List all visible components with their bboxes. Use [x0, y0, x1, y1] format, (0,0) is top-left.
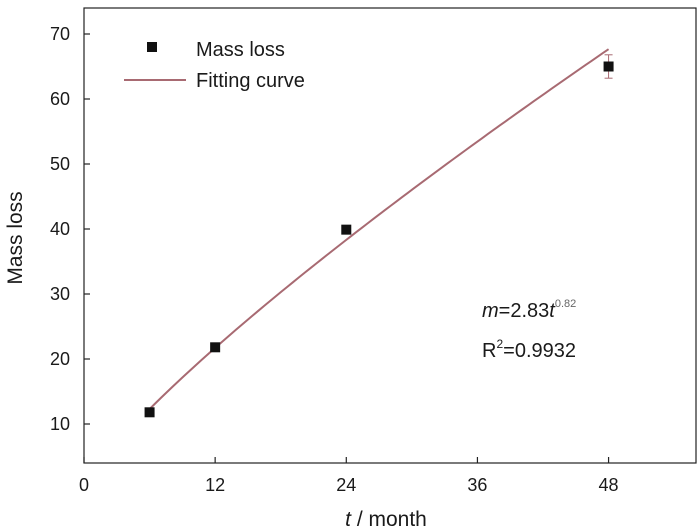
x-tick-label: 24: [336, 475, 356, 495]
data-point: [144, 407, 155, 418]
data-point: [341, 224, 352, 235]
y-tick-label: 10: [50, 414, 70, 434]
data-point: [210, 342, 221, 353]
fit-equation: m=2.83t0.82: [482, 298, 576, 322]
r-squared-base: R: [482, 340, 496, 362]
annotations: m=2.83t0.82 R2=0.9932: [482, 298, 576, 362]
x-tick-label: 36: [467, 475, 487, 495]
r-squared-sup: 2: [496, 337, 503, 351]
y-tick-label: 70: [50, 24, 70, 44]
fit-equation-var2: t: [549, 300, 556, 322]
y-tick-label: 50: [50, 154, 70, 174]
legend-label-fitting-curve: Fitting curve: [196, 70, 305, 92]
plot-area: [144, 48, 614, 418]
r-squared-value: =0.9932: [503, 340, 576, 362]
r-squared: R2=0.9932: [482, 337, 576, 362]
y-tick-label: 40: [50, 219, 70, 239]
x-axis-title-var: t: [345, 508, 352, 531]
x-tick-label: 0: [79, 475, 89, 495]
fit-equation-var: m: [482, 300, 499, 322]
y-tick-label: 60: [50, 89, 70, 109]
x-axis-title-unit: / month: [351, 508, 427, 531]
fitting-curve-line: [148, 48, 610, 410]
x-tick-label: 12: [205, 475, 225, 495]
fit-equation-coef: =2.83: [499, 300, 550, 322]
plot-frame: [83, 7, 697, 464]
x-tick-label: 48: [599, 475, 619, 495]
data-point: [603, 61, 614, 72]
y-axis-title: Mass loss: [4, 191, 27, 284]
axes: 0 12 24 36 48 10 20 30 40 50 60 70: [50, 7, 697, 495]
legend-marker-mass-loss: [147, 42, 157, 52]
x-axis-title: t / month: [345, 508, 427, 531]
y-tick-label: 30: [50, 284, 70, 304]
legend-label-mass-loss: Mass loss: [196, 39, 285, 61]
fit-equation-exponent: 0.82: [555, 298, 576, 310]
y-tick-label: 20: [50, 349, 70, 369]
legend: Mass loss Fitting curve: [124, 39, 305, 92]
